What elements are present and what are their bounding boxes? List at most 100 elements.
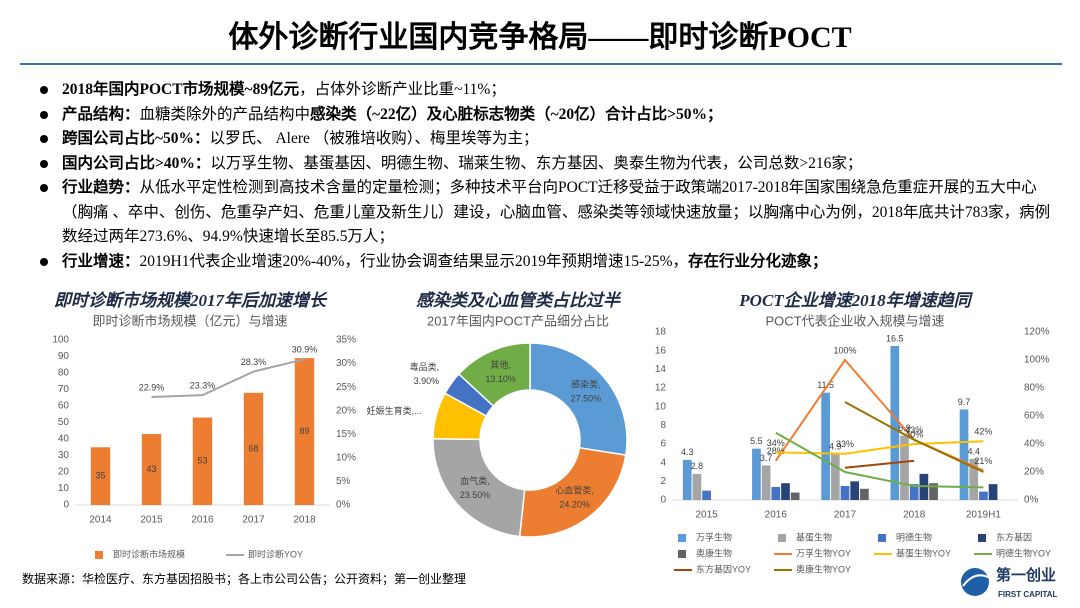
x-tick-label: 2015 <box>140 515 163 526</box>
x-tick-label: 2015 <box>695 510 718 521</box>
bar <box>830 454 840 500</box>
bar-label: 5.5 <box>750 436 763 446</box>
donut-slice <box>529 342 628 457</box>
chart-title: POCT代表企业收入规模与增速 <box>765 313 944 328</box>
logo-english: FIRST CAPITAL <box>998 590 1058 599</box>
bar-label: 53 <box>197 456 207 466</box>
line <box>844 401 984 473</box>
slice-value: 27.50% <box>571 394 602 404</box>
legend-swatch <box>978 534 986 542</box>
bar <box>781 483 790 500</box>
bar <box>90 447 111 505</box>
bar-label: 43 <box>146 464 156 474</box>
y2-tick-label: 20% <box>1024 467 1044 478</box>
legend-label: 东方基因YOY <box>696 563 751 574</box>
legend-label: 东方基因 <box>996 531 1032 542</box>
bar-label: 4.4 <box>967 446 980 456</box>
bar <box>752 448 761 500</box>
y-tick-label: 10 <box>58 483 70 494</box>
legend-label: 奥康生物 <box>696 547 732 558</box>
x-tick-label: 2018 <box>903 510 926 521</box>
slice-value: 23.50% <box>460 490 491 500</box>
x-tick-label: 2014 <box>89 515 112 526</box>
y-tick-label: 8 <box>660 420 666 431</box>
legend-label: 万孚生物 <box>696 531 732 542</box>
y-tick-label: 2 <box>660 476 666 487</box>
x-tick-label: 2016 <box>765 510 788 521</box>
y-tick-label: 12 <box>655 383 667 394</box>
bullet-text: 2018年国内POCT市场规模~89亿元 <box>62 81 300 98</box>
legend-swatch <box>678 550 686 558</box>
line-label: 22.9% <box>139 382 165 392</box>
y2-tick-label: 20% <box>336 405 356 416</box>
y2-tick-label: 80% <box>1024 383 1044 394</box>
slice-value: 3.90% <box>414 376 440 386</box>
line-label: 43% <box>905 425 923 435</box>
y-tick-label: 16 <box>655 345 667 356</box>
bar <box>771 486 781 500</box>
y2-tick-label: 10% <box>336 452 356 463</box>
line-label: 34% <box>767 438 785 448</box>
y-tick-label: 6 <box>660 439 666 450</box>
chart-heading: 即时诊断市场规模2017年后加速增长 <box>54 291 328 310</box>
line-label: 28.3% <box>241 357 267 367</box>
y-tick-label: 20 <box>58 467 70 478</box>
line <box>151 358 305 399</box>
bar <box>959 409 969 500</box>
legend-label: 即时诊断YOY <box>248 548 303 559</box>
line-label: 40% <box>905 429 923 439</box>
slice-label: 其他, <box>490 359 511 370</box>
logo-swoosh <box>962 574 991 587</box>
bar-label: 16.5 <box>886 333 904 343</box>
bar <box>702 490 711 500</box>
line-label: 42% <box>974 427 992 437</box>
bar-label: 9.7 <box>958 397 971 407</box>
slice-label: 心血管类, <box>555 485 594 496</box>
bullet: 产品结构：血糖类除外的产品结构中感染类（~22亿）及心脏标志物类（~20亿）合计… <box>38 103 1058 128</box>
line-label: 100% <box>833 345 856 355</box>
y-tick-label: 80 <box>58 368 70 379</box>
logo: 第一创业 FIRST CAPITAL <box>961 566 1058 599</box>
legend-label: 明德生物YOY <box>996 547 1051 558</box>
bar-label: 4.9 <box>829 442 842 452</box>
bullet-text: 以万孚生物、基蛋基因、明德生物、瑞莱生物、东方基因、奥泰生物为代表，公司总数>2… <box>210 154 863 172</box>
bar <box>979 491 988 500</box>
y-tick-label: 18 <box>655 327 667 338</box>
donut-slice <box>518 446 627 538</box>
y2-tick-label: 25% <box>336 382 356 393</box>
bullet-text: 感染类（~22亿）及心脏标志物类（~20亿）合计占比>50%； <box>310 105 723 123</box>
bar <box>761 465 771 500</box>
bullet: 国内公司占比>40%：以万孚生物、基蛋基因、明德生物、瑞莱生物、东方基因、奥泰生… <box>38 152 1058 177</box>
bar-label: 68 <box>248 443 258 453</box>
bar-label: 35 <box>95 471 105 481</box>
slice-value: 13.10% <box>485 374 516 384</box>
bullet-text: 存在行业分化迹象； <box>688 252 828 270</box>
y-tick-label: 10 <box>655 401 667 412</box>
line <box>775 440 984 455</box>
y2-tick-label: 30% <box>336 358 356 369</box>
x-tick-label: 2017 <box>242 515 265 526</box>
bullet-text: 行业增速： <box>62 252 140 270</box>
y2-tick-label: 0% <box>1024 495 1039 506</box>
bar <box>890 346 900 500</box>
chart-heading: POCT企业增速2018年增速趋同 <box>738 291 973 310</box>
chart-heading: 感染类及心血管类占比过半 <box>416 291 622 310</box>
bullet: 行业趋势：从低水平定性检测到高技术含量的定量检测；多种技术平台向POCT迁移受益… <box>38 176 1058 250</box>
donut-slice <box>457 342 531 408</box>
y-tick-label: 14 <box>655 364 667 375</box>
y-tick-label: 0 <box>660 495 666 506</box>
bar <box>243 392 264 505</box>
y2-tick-label: 40% <box>1024 439 1044 450</box>
y2-tick-label: 60% <box>1024 411 1044 422</box>
legend-label: 即时诊断市场规模 <box>113 548 185 559</box>
source-note: 数据来源：华检医疗、东方基因招股书；各上市公司公告；公开资料；第一创业整理 <box>22 571 466 586</box>
donut-slice <box>432 438 526 538</box>
bar <box>682 459 692 500</box>
bullet: 2018年国内POCT市场规模~89亿元，占体外诊断产业比重~11%； <box>38 78 1058 103</box>
chart-title: 即时诊断市场规模（亿元）与增速 <box>92 313 287 328</box>
y-tick-label: 50 <box>58 417 70 428</box>
bullet: 跨国公司占比~50%：以罗氏、 Alere （被雅培收购）、梅里埃等为主； <box>38 127 1058 152</box>
bar <box>850 481 860 500</box>
slice-label: 血气类, <box>460 475 490 486</box>
